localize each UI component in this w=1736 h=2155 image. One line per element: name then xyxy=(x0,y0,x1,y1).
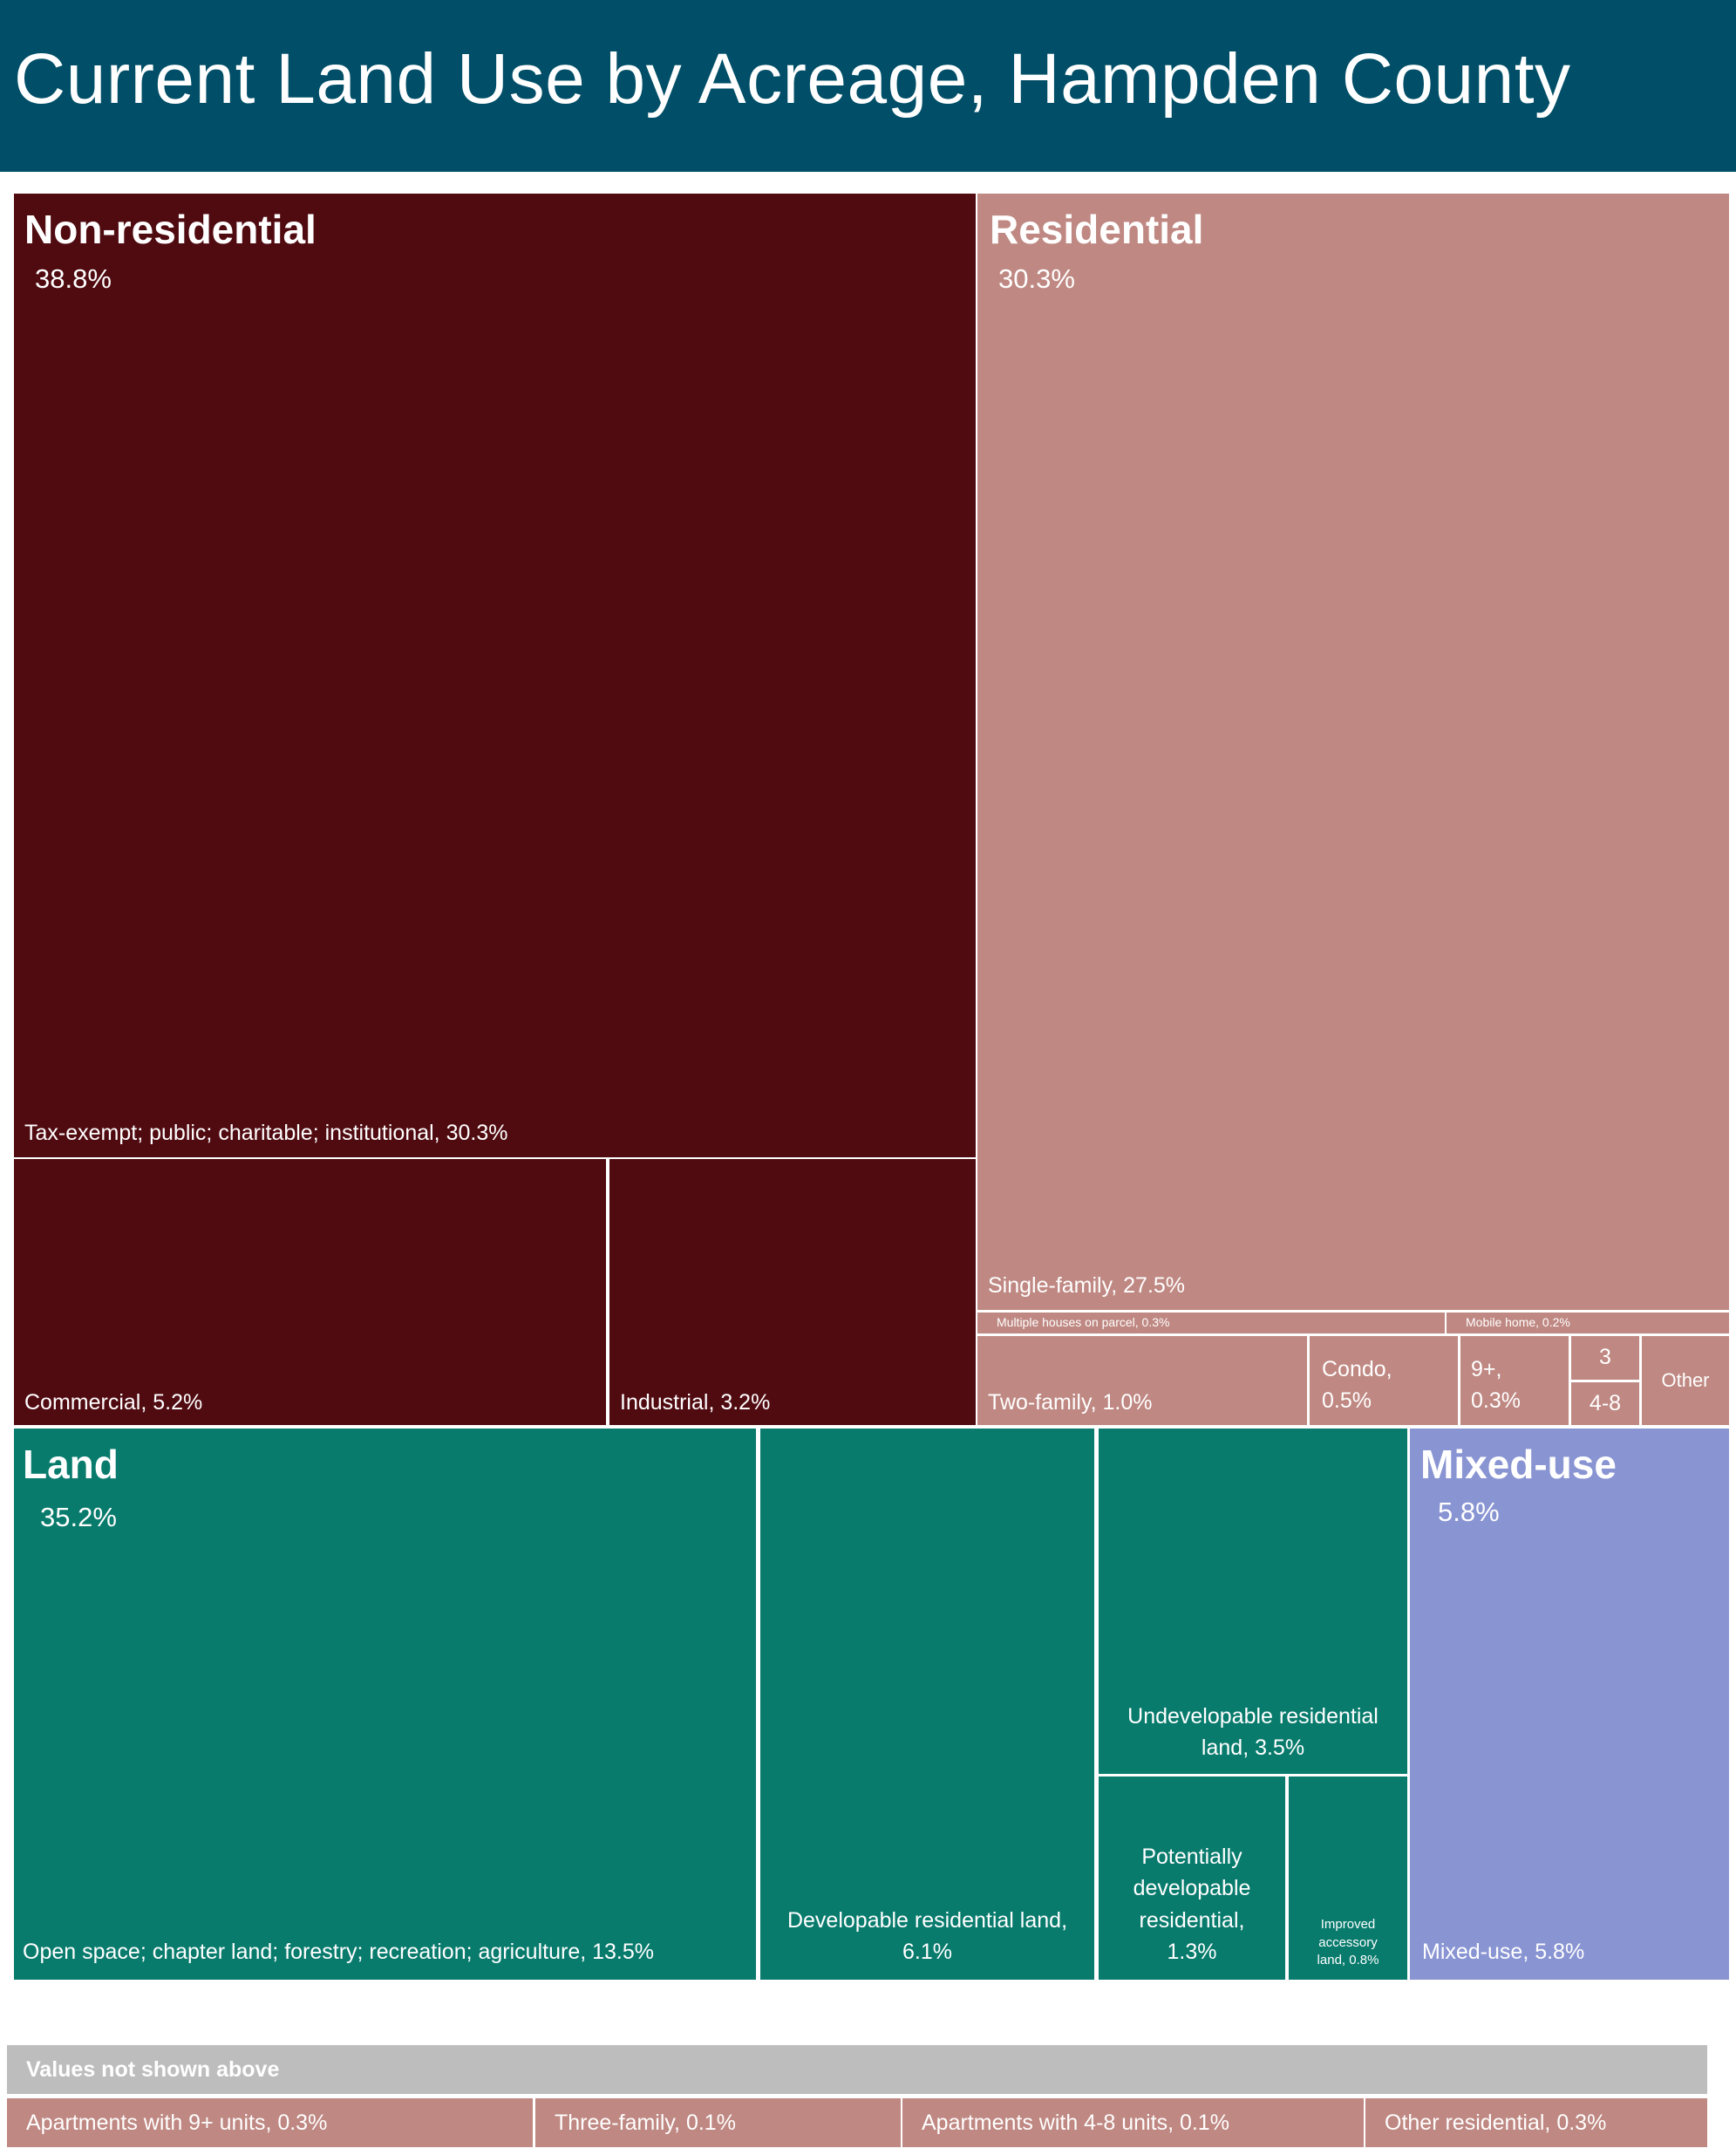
treemap-tile: Improved accessory land, 0.8% xyxy=(1289,1777,1407,1980)
treemap-tile-label: Developable residential land, 6.1% xyxy=(786,1907,1068,1964)
treemap-group-percent: 35.2% xyxy=(40,1502,117,1532)
treemap-tile-label: Condo, 0.5% xyxy=(1322,1357,1392,1414)
treemap-tile-label: Tax-exempt; public; charitable; institut… xyxy=(24,1120,508,1145)
treemap-tile: Tax-exempt; public; charitable; institut… xyxy=(14,194,976,1157)
footer-item: Apartments with 9+ units, 0.3% xyxy=(7,2098,533,2147)
treemap-tile: Mixed-use, 5.8% xyxy=(1410,1429,1729,1980)
treemap-tile: 3 xyxy=(1571,1336,1639,1380)
treemap-tile: Developable residential land, 6.1% xyxy=(760,1429,1094,1980)
treemap-tile: Single-family, 27.5% xyxy=(977,194,1729,1310)
treemap-tile: Condo, 0.5% xyxy=(1310,1336,1458,1425)
treemap-tile-label: Mixed-use, 5.8% xyxy=(1422,1939,1585,1964)
treemap-group-title: Non-residential xyxy=(24,207,317,252)
treemap-tile-label: Multiple houses on parcel, 0.3% xyxy=(997,1315,1170,1329)
treemap-tile-label: Two-family, 1.0% xyxy=(988,1389,1153,1415)
treemap-tile: Mobile home, 0.2% xyxy=(1447,1313,1729,1333)
treemap-tile: Two-family, 1.0% xyxy=(977,1336,1307,1425)
footer-item: Other residential, 0.3% xyxy=(1365,2098,1707,2147)
treemap-tile-label: 3 xyxy=(1599,1345,1611,1369)
footer-item: Three-family, 0.1% xyxy=(535,2098,901,2147)
treemap-tile: 4-8 xyxy=(1571,1382,1639,1425)
treemap-group-title: Mixed-use xyxy=(1420,1442,1617,1487)
treemap-tile: Undevelopable residential land, 3.5% xyxy=(1099,1429,1407,1774)
treemap-tile: Potentially developable residential, 1.3% xyxy=(1099,1777,1285,1980)
chart-title: Current Land Use by Acreage, Hampden Cou… xyxy=(14,39,1571,119)
treemap-group-title: Land xyxy=(23,1442,119,1487)
treemap-tile: Open space; chapter land; forestry; recr… xyxy=(14,1429,756,1980)
treemap-tile: Multiple houses on parcel, 0.3% xyxy=(977,1313,1445,1333)
footer-heading: Values not shown above xyxy=(7,2045,1707,2094)
treemap-tile-label: Open space; chapter land; forestry; recr… xyxy=(23,1939,654,1964)
chart-header: Current Land Use by Acreage, Hampden Cou… xyxy=(0,0,1736,172)
treemap-tile-label: Potentially developable residential, 1.3% xyxy=(1133,1845,1251,1964)
treemap-tile-label: Single-family, 27.5% xyxy=(988,1272,1186,1298)
treemap-group-title: Residential xyxy=(990,207,1204,252)
treemap-tile-label: Improved accessory land, 0.8% xyxy=(1317,1917,1379,1967)
treemap-group-percent: 30.3% xyxy=(998,263,1075,294)
treemap-group-percent: 38.8% xyxy=(35,263,112,294)
treemap-tile: Commercial, 5.2% xyxy=(14,1159,606,1425)
treemap-tile: 9+, 0.3% xyxy=(1460,1336,1569,1425)
treemap-tile-label: 4-8 xyxy=(1589,1391,1622,1415)
treemap-tile: Industrial, 3.2% xyxy=(609,1159,976,1425)
treemap-tile-label: Undevelopable residential land, 3.5% xyxy=(1127,1703,1379,1760)
treemap-tile-label: Industrial, 3.2% xyxy=(620,1389,771,1415)
treemap-tile-label: 9+, 0.3% xyxy=(1471,1357,1521,1414)
treemap-tile-label: Commercial, 5.2% xyxy=(24,1389,203,1415)
treemap-tile-label: Other xyxy=(1661,1369,1710,1391)
treemap-tile: Other xyxy=(1642,1336,1729,1425)
treemap-tile-label: Mobile home, 0.2% xyxy=(1466,1315,1570,1329)
treemap-group-percent: 5.8% xyxy=(1438,1497,1500,1527)
footer-item: Apartments with 4-8 units, 0.1% xyxy=(902,2098,1364,2147)
